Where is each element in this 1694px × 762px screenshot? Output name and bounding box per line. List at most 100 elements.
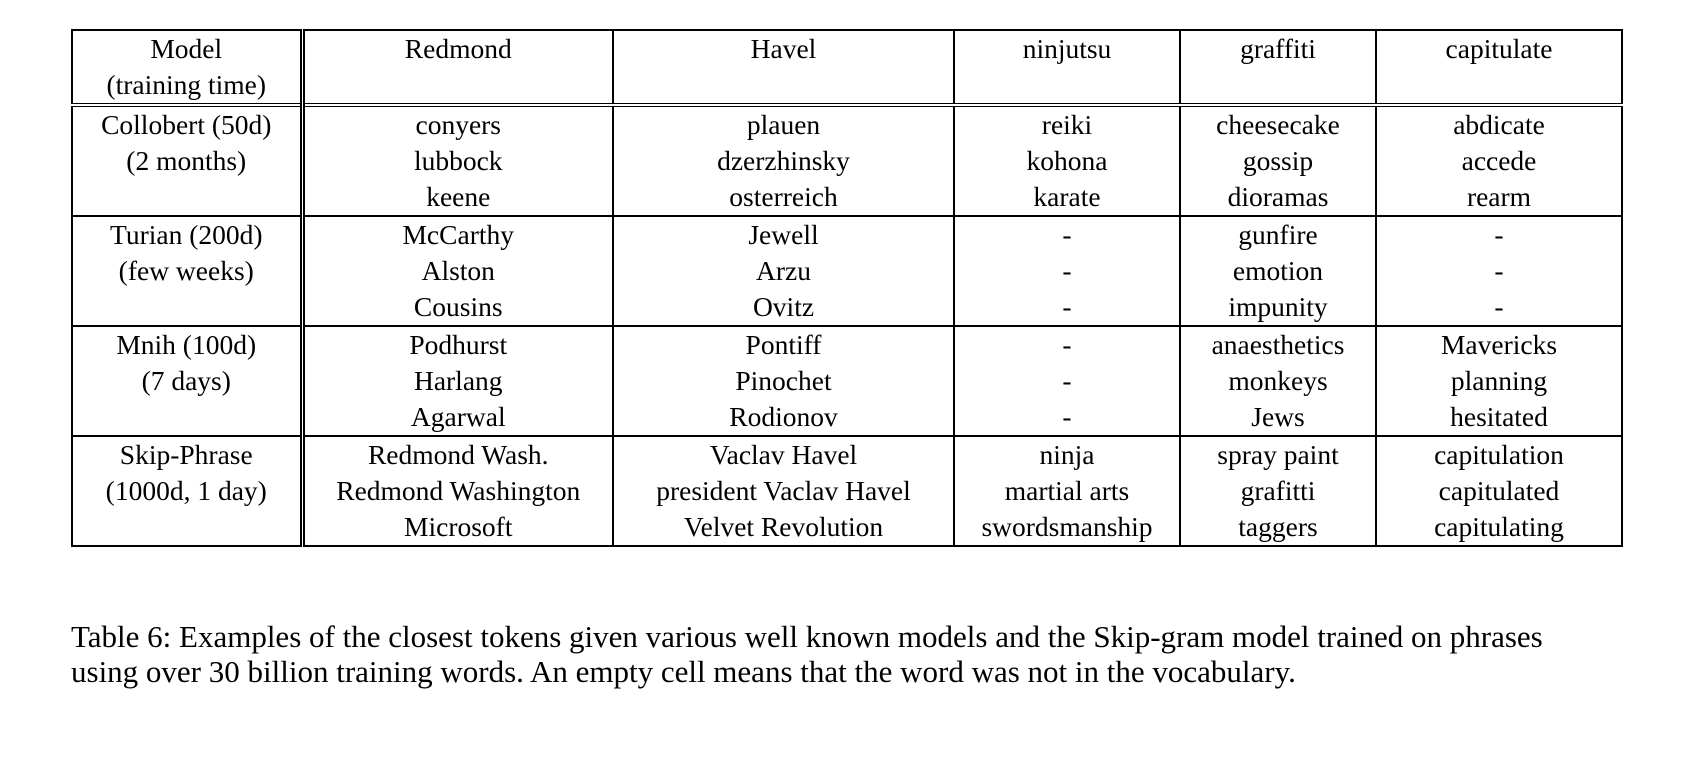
token-cell-ninjutsu: - - -: [953, 216, 1181, 326]
token: Jews: [1251, 401, 1305, 432]
caption-label: Table 6:: [71, 619, 172, 654]
token: -: [1062, 291, 1072, 322]
model-training-time: (2 months): [126, 145, 247, 176]
table-caption: Table 6: Examples of the closest tokens …: [71, 619, 1551, 689]
model-name: Skip-Phrase: [119, 439, 253, 470]
token: abdicate: [1453, 109, 1545, 140]
token: -: [1494, 219, 1504, 250]
token: osterreich: [729, 181, 838, 212]
token-cell-ninjutsu: - - -: [953, 326, 1181, 436]
header-row: Model (training time) Redmond Havel ninj…: [71, 30, 1623, 107]
token: -: [1494, 255, 1504, 286]
token: capitulated: [1438, 475, 1560, 506]
token: capitulation: [1434, 439, 1564, 470]
header-model-line-2: (training time): [106, 69, 267, 100]
model-extra-line: [74, 289, 297, 325]
token: Cousins: [413, 291, 503, 322]
model-name-cell: Mnih (100d) (7 days): [71, 326, 305, 436]
token: -: [1062, 329, 1072, 360]
token-cell-capitulate: abdicate accede rearm: [1375, 105, 1623, 216]
model-training-time: (few weeks): [118, 255, 254, 286]
token-cell-havel: Pontiff Pinochet Rodionov: [612, 326, 955, 436]
token: Ovitz: [752, 291, 815, 322]
token: gunfire: [1238, 219, 1318, 250]
token: -: [1062, 401, 1072, 432]
token: martial arts: [1004, 475, 1130, 506]
token-cell-capitulate: Mavericks planning hesitated: [1375, 326, 1623, 436]
token: impunity: [1228, 291, 1328, 322]
token: Jewell: [748, 219, 819, 250]
token-cell-capitulate: capitulation capitulated capitulating: [1375, 436, 1623, 546]
token: kohona: [1026, 145, 1108, 176]
token: -: [1494, 291, 1504, 322]
token: Harlang: [413, 365, 503, 396]
model-extra-line: [74, 179, 297, 215]
table-body: Collobert (50d) (2 months) conyers lubbo…: [71, 105, 1623, 546]
token-cell-redmond: Podhurst Harlang Agarwal: [301, 326, 614, 436]
token: ninja: [1039, 439, 1095, 470]
token: emotion: [1232, 255, 1324, 286]
token: -: [1062, 255, 1072, 286]
token: Pontiff: [745, 329, 822, 360]
token: Redmond Wash.: [367, 439, 549, 470]
token: -: [1062, 365, 1072, 396]
table-row-skip-phrase: Skip-Phrase (1000d, 1 day) Redmond Wash.…: [71, 436, 1623, 546]
caption-text: Examples of the closest tokens given var…: [71, 619, 1543, 689]
token-cell-ninjutsu: ninja martial arts swordsmanship: [953, 436, 1181, 546]
token: accede: [1461, 145, 1537, 176]
token: McCarthy: [402, 219, 514, 250]
token: spray paint: [1217, 439, 1339, 470]
token: plauen: [746, 109, 821, 140]
token: Velvet Revolution: [683, 511, 884, 542]
model-name: Collobert (50d): [101, 109, 272, 140]
token: monkeys: [1228, 365, 1328, 396]
token-cell-ninjutsu: reiki kohona karate: [953, 105, 1181, 216]
token: president Vaclav Havel: [656, 475, 911, 506]
token-cell-havel: Vaclav Havel president Vaclav Havel Velv…: [612, 436, 955, 546]
header-havel: Havel: [612, 30, 955, 107]
token-cell-redmond: McCarthy Alston Cousins: [301, 216, 614, 326]
table-header: Model (training time) Redmond Havel ninj…: [71, 30, 1623, 107]
token: Alston: [421, 255, 495, 286]
model-name-cell: Turian (200d) (few weeks): [71, 216, 305, 326]
token: anaesthetics: [1211, 329, 1345, 360]
token: cheesecake: [1216, 109, 1340, 140]
header-redmond: Redmond: [301, 30, 614, 107]
token: rearm: [1466, 181, 1532, 212]
token: lubbock: [413, 145, 503, 176]
token: taggers: [1238, 511, 1318, 542]
table-row-mnih: Mnih (100d) (7 days) Podhurst Harlang Ag…: [71, 326, 1623, 436]
token: conyers: [415, 109, 502, 140]
token-cell-capitulate: - - -: [1375, 216, 1623, 326]
model-name: Turian (200d): [109, 219, 263, 250]
token-cell-graffiti: anaesthetics monkeys Jews: [1179, 326, 1377, 436]
token-cell-redmond: conyers lubbock keene: [301, 105, 614, 216]
table-row-collobert: Collobert (50d) (2 months) conyers lubbo…: [71, 105, 1623, 216]
token-cell-havel: plauen dzerzhinsky osterreich: [612, 105, 955, 216]
token: grafitti: [1240, 475, 1316, 506]
closest-tokens-table: Model (training time) Redmond Havel ninj…: [71, 29, 1623, 547]
token: reiki: [1041, 109, 1093, 140]
token: capitulating: [1434, 511, 1564, 542]
table-row-turian: Turian (200d) (few weeks) McCarthy Alsto…: [71, 216, 1623, 326]
token: dzerzhinsky: [717, 145, 850, 176]
token: Podhurst: [409, 329, 508, 360]
token: -: [1062, 219, 1072, 250]
token: Rodionov: [729, 401, 838, 432]
model-training-time: (1000d, 1 day): [105, 475, 267, 506]
results-table-container: Model (training time) Redmond Havel ninj…: [71, 29, 1623, 547]
token-cell-redmond: Redmond Wash. Redmond Washington Microso…: [301, 436, 614, 546]
token: swordsmanship: [981, 511, 1153, 542]
model-name: Mnih (100d): [116, 329, 257, 360]
token: Pinochet: [735, 365, 832, 396]
model-extra-line: [74, 399, 297, 435]
token: hesitated: [1450, 401, 1548, 432]
token: dioramas: [1227, 181, 1329, 212]
header-model: Model (training time): [71, 30, 305, 107]
token: Arzu: [756, 255, 811, 286]
header-graffiti: graffiti: [1179, 30, 1377, 107]
token: Vaclav Havel: [709, 439, 858, 470]
token: Mavericks: [1440, 329, 1558, 360]
token-cell-graffiti: spray paint grafitti taggers: [1179, 436, 1377, 546]
token-cell-graffiti: gunfire emotion impunity: [1179, 216, 1377, 326]
